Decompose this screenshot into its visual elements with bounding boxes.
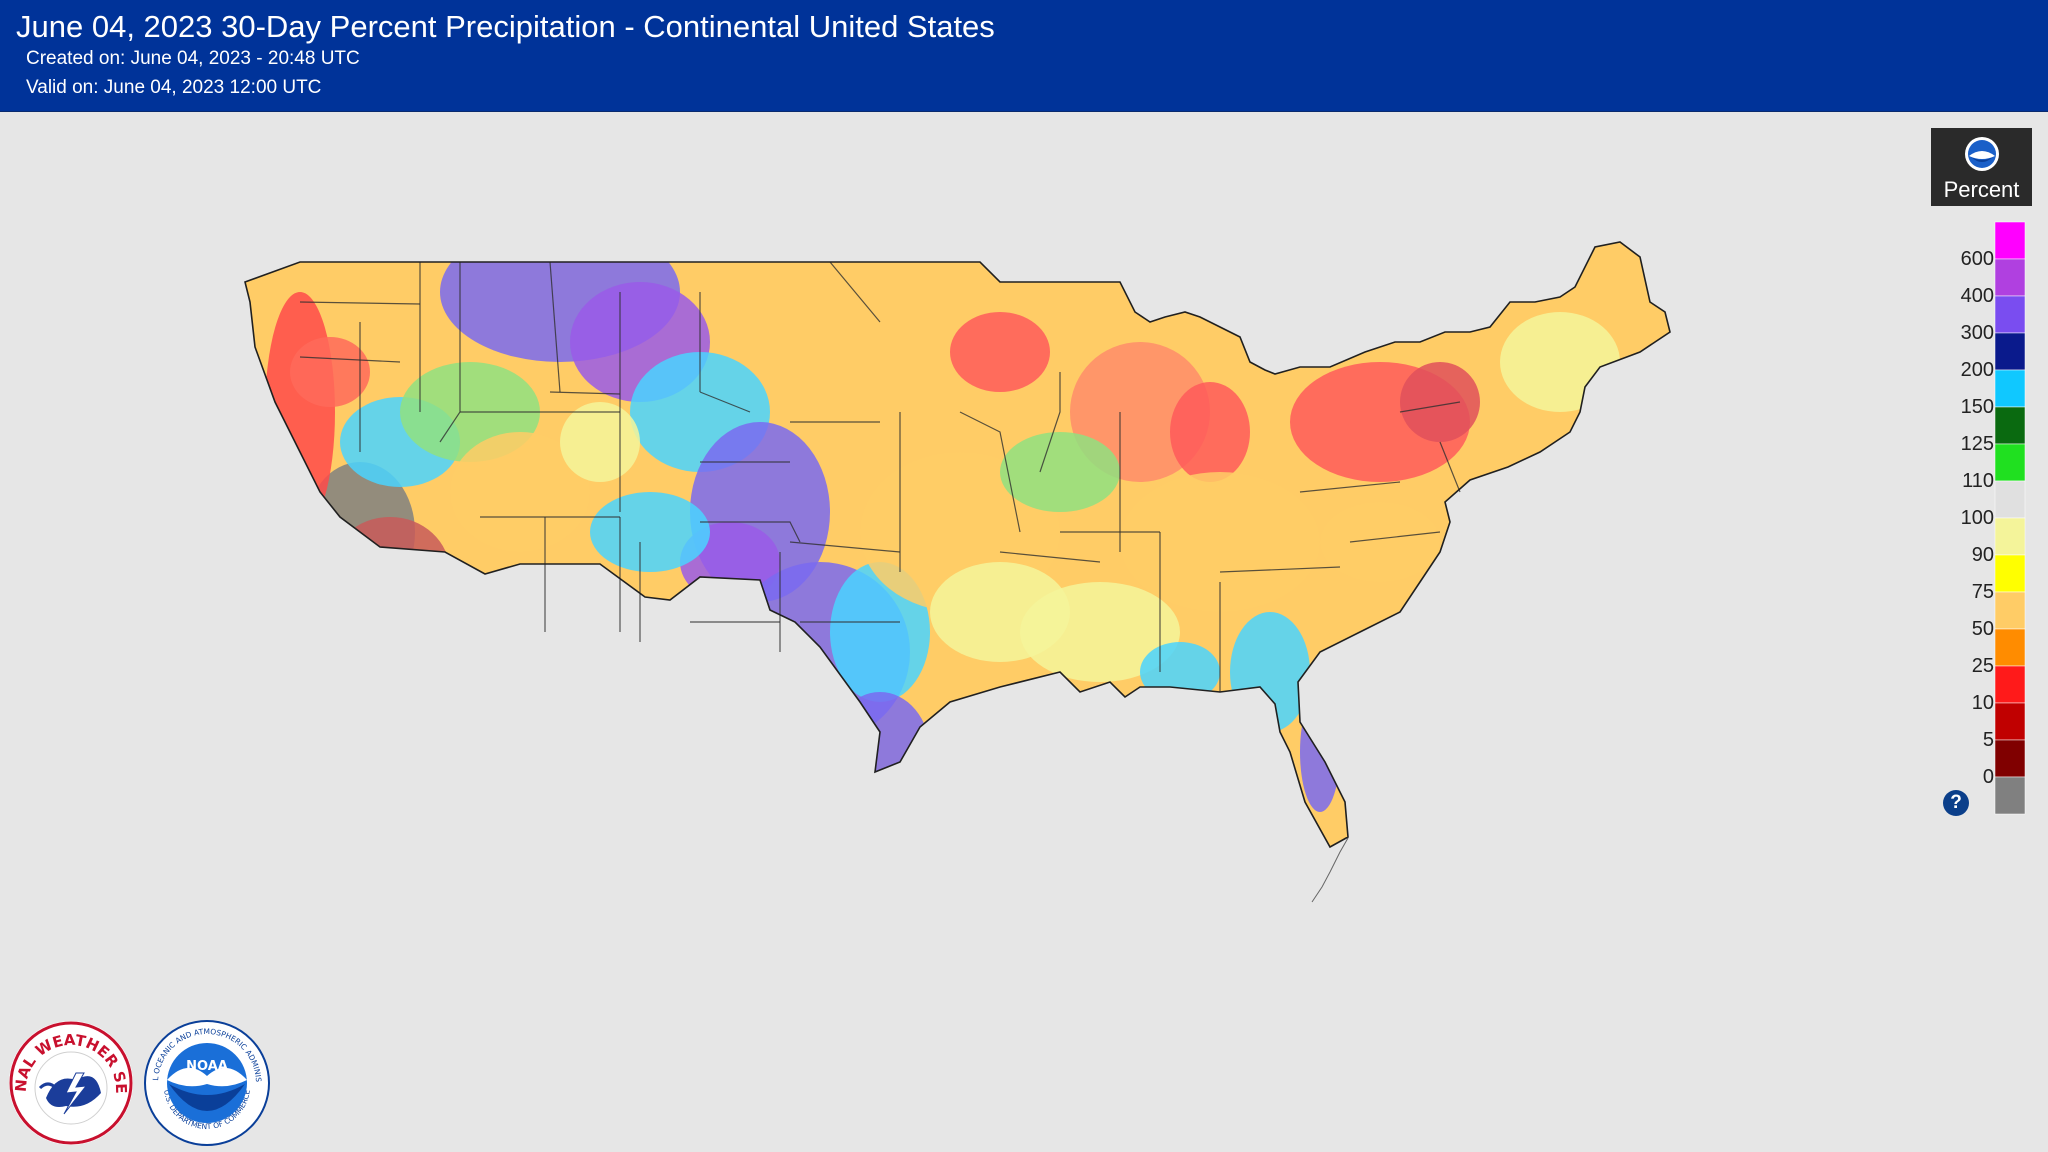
legend-bin-14 bbox=[1994, 739, 2026, 778]
legend-bin-4 bbox=[1994, 369, 2026, 408]
legend-tick-label: 0 bbox=[1982, 766, 1994, 788]
precip-region bbox=[590, 492, 710, 572]
legend-header: Percent bbox=[1931, 128, 2032, 206]
state-border bbox=[1219, 566, 1341, 573]
legend-tick-label: 100 bbox=[1960, 507, 1994, 529]
legend-bin-6 bbox=[1994, 443, 2026, 482]
state-border bbox=[700, 521, 801, 543]
legend-bin-12 bbox=[1994, 665, 2026, 704]
legend-bin-13 bbox=[1994, 702, 2026, 741]
state-border bbox=[549, 391, 621, 395]
state-border bbox=[299, 356, 401, 363]
state-border bbox=[829, 261, 881, 323]
legend-bin-2 bbox=[1994, 295, 2026, 334]
precip-region bbox=[1400, 362, 1480, 442]
nws-logo: NATIONAL WEATHER SERVICE bbox=[6, 1018, 133, 1145]
legend-tick-label: 90 bbox=[1971, 544, 1994, 566]
legend-bin-3 bbox=[1994, 332, 2026, 371]
legend-tick-label: 125 bbox=[1960, 433, 1994, 455]
precip-region bbox=[1230, 612, 1310, 732]
page-title: June 04, 2023 30-Day Percent Precipitati… bbox=[16, 9, 995, 44]
legend-bin-8 bbox=[1994, 517, 2026, 556]
precip-region bbox=[1000, 432, 1120, 512]
state-border bbox=[1039, 372, 1061, 473]
legend-bin-1 bbox=[1994, 258, 2026, 297]
legend-tick-label: 200 bbox=[1960, 359, 1994, 381]
state-border bbox=[549, 261, 561, 393]
state-border bbox=[1299, 481, 1401, 493]
created-timestamp: Created on: June 04, 2023 - 20:48 UTC bbox=[26, 48, 360, 69]
florida-keys bbox=[1311, 837, 1349, 903]
legend-tick-label: 300 bbox=[1960, 322, 1994, 344]
state-border bbox=[1349, 531, 1441, 543]
precip-region bbox=[1020, 582, 1180, 682]
state-border bbox=[699, 391, 751, 413]
legend-tick-label: 400 bbox=[1960, 285, 1994, 307]
precip-region bbox=[560, 402, 640, 482]
state-border bbox=[299, 301, 421, 305]
valid-timestamp: Valid on: June 04, 2023 12:00 UTC bbox=[26, 77, 322, 98]
precip-region bbox=[1320, 502, 1440, 582]
precip-region bbox=[1300, 692, 1340, 812]
legend-colorbar: 600 400 300 200 150 125 110 100 90 75 50 25 10 5 0 bbox=[1926, 216, 2046, 816]
precip-region bbox=[1120, 472, 1320, 612]
noaa-mini-icon bbox=[1965, 137, 1999, 171]
precip-region bbox=[265, 292, 335, 532]
header-bar: June 04, 2023 30-Day Percent Precipitati… bbox=[0, 0, 2048, 112]
legend-unit-label: Percent bbox=[1943, 177, 2020, 202]
precip-region bbox=[290, 337, 370, 407]
precip-region bbox=[330, 517, 450, 627]
question-icon[interactable]: ? bbox=[1943, 790, 1969, 816]
legend-tick-label: 25 bbox=[1971, 655, 1994, 677]
legend-colorbar-svg bbox=[1994, 221, 2026, 815]
precip-region bbox=[1170, 382, 1250, 482]
legend: Percent 600 400 300 200 150 125 110 100 90 75 50 25… bbox=[1926, 126, 2046, 826]
state-border bbox=[999, 551, 1101, 563]
conus-map-svg[interactable] bbox=[0, 112, 1900, 1152]
precip-region bbox=[450, 432, 590, 552]
legend-bin-0 bbox=[1994, 221, 2026, 260]
state-border bbox=[1399, 401, 1461, 413]
precipitation-field bbox=[245, 242, 1670, 847]
legend-bin-5 bbox=[1994, 406, 2026, 445]
legend-tick-label: 600 bbox=[1960, 248, 1994, 270]
state-border bbox=[959, 411, 1021, 533]
state-border bbox=[1439, 441, 1461, 493]
legend-tick-label: 5 bbox=[1982, 729, 1994, 751]
noaa-logo-center-text: NOAA bbox=[186, 1059, 228, 1074]
legend-tick-label: 75 bbox=[1971, 581, 1994, 603]
legend-bin-7 bbox=[1994, 480, 2026, 519]
precip-region bbox=[680, 632, 760, 712]
legend-tick-label: 110 bbox=[1962, 470, 1994, 492]
legend-tick-label: 10 bbox=[1971, 692, 1994, 714]
precip-region bbox=[1140, 642, 1220, 702]
legend-tick-label: 150 bbox=[1960, 396, 1994, 418]
legend-bin-10 bbox=[1994, 591, 2026, 630]
noaa-logo: NATIONAL OCEANIC AND ATMOSPHERIC ADMINIS… bbox=[142, 1018, 270, 1146]
legend-bin-15 bbox=[1994, 776, 2026, 815]
legend-bin-9 bbox=[1994, 554, 2026, 593]
precip-region bbox=[950, 312, 1050, 392]
state-border bbox=[789, 541, 901, 553]
precip-region bbox=[710, 652, 810, 772]
legend-bin-11 bbox=[1994, 628, 2026, 667]
agency-logos: NATIONAL WEATHER SERVICE NATIONAL OCEANI… bbox=[6, 1018, 276, 1148]
precip-region bbox=[1500, 312, 1620, 412]
state-boundaries bbox=[299, 261, 1461, 692]
legend-tick-label: 50 bbox=[1971, 618, 1994, 640]
precipitation-map[interactable] bbox=[0, 112, 1900, 1152]
precip-region bbox=[830, 692, 930, 812]
